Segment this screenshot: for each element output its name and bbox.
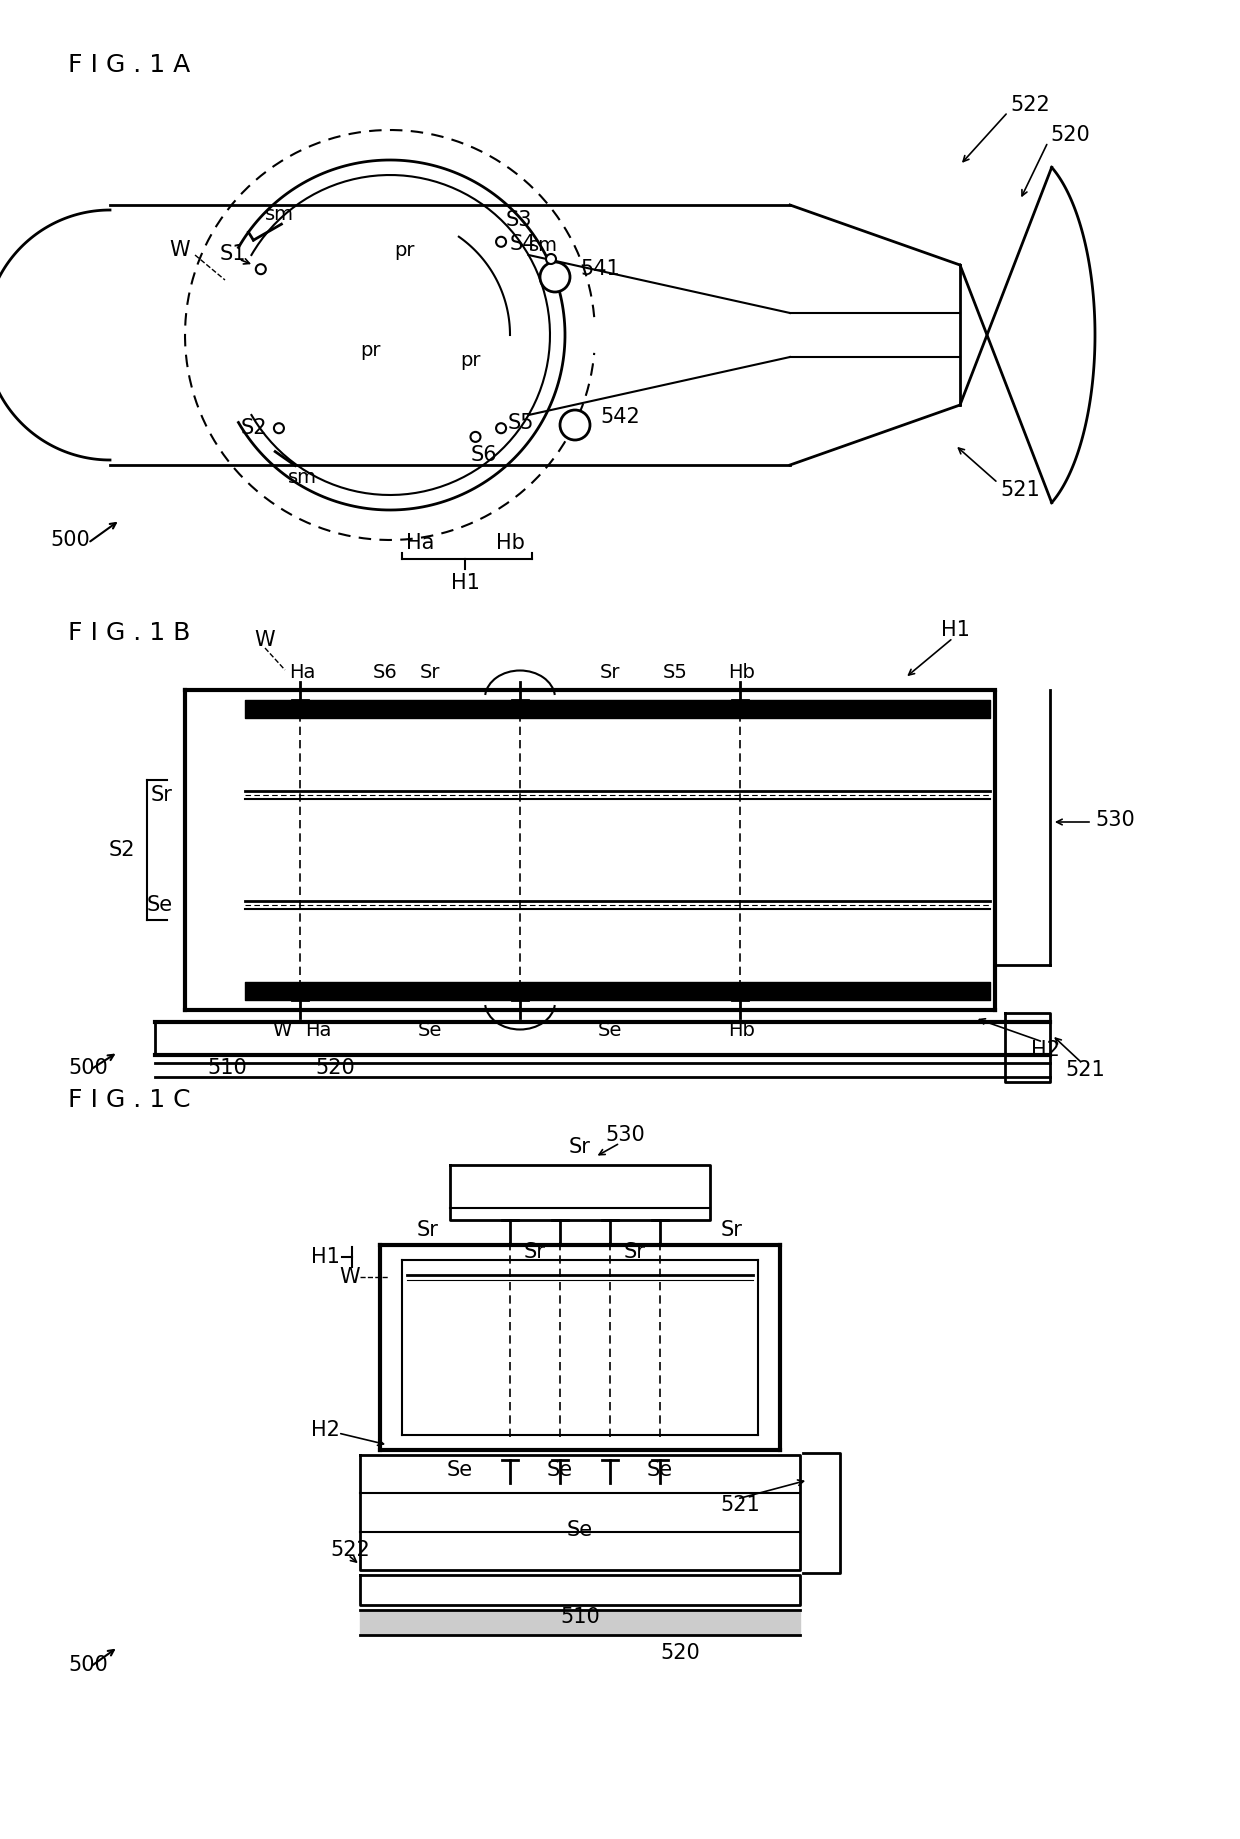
- Text: Sr: Sr: [600, 662, 620, 682]
- Circle shape: [470, 432, 480, 441]
- Circle shape: [255, 265, 265, 274]
- Text: Se: Se: [547, 1460, 573, 1480]
- Text: S2: S2: [109, 840, 135, 861]
- Circle shape: [496, 237, 506, 246]
- Text: F I G . 1 C: F I G . 1 C: [68, 1089, 191, 1113]
- Text: H1: H1: [450, 574, 480, 592]
- Text: 500: 500: [68, 1057, 108, 1078]
- Text: 530: 530: [605, 1125, 645, 1146]
- Text: 541: 541: [580, 259, 620, 280]
- Text: Sr: Sr: [420, 662, 440, 682]
- Text: 530: 530: [1095, 809, 1135, 829]
- Text: sm: sm: [288, 469, 316, 487]
- Text: Ha: Ha: [405, 533, 434, 554]
- Text: Hb: Hb: [496, 533, 525, 554]
- Circle shape: [560, 410, 590, 440]
- Text: Sr: Sr: [417, 1219, 439, 1239]
- Circle shape: [274, 423, 284, 434]
- Text: S1: S1: [219, 245, 246, 265]
- Text: S5: S5: [662, 662, 687, 682]
- Text: F I G . 1 B: F I G . 1 B: [68, 622, 191, 645]
- Text: W: W: [254, 631, 275, 649]
- Text: Se: Se: [146, 896, 174, 916]
- Text: S6: S6: [470, 445, 497, 465]
- Text: W: W: [170, 241, 190, 259]
- Text: Ha: Ha: [289, 662, 315, 682]
- Text: Hb: Hb: [729, 1021, 755, 1039]
- Text: 542: 542: [600, 406, 640, 427]
- Text: 520: 520: [1050, 125, 1090, 145]
- Text: 500: 500: [68, 1655, 108, 1675]
- Text: 521: 521: [1065, 1059, 1105, 1079]
- Text: 520: 520: [315, 1057, 355, 1078]
- Text: 522: 522: [330, 1539, 370, 1559]
- Text: S5: S5: [508, 414, 534, 434]
- Text: 510: 510: [560, 1607, 600, 1628]
- Text: Se: Se: [647, 1460, 673, 1480]
- Text: pr: pr: [394, 241, 415, 259]
- Text: Se: Se: [418, 1021, 443, 1039]
- Text: pr: pr: [460, 351, 480, 370]
- Text: Se: Se: [446, 1460, 474, 1480]
- Text: 500: 500: [50, 530, 89, 550]
- Text: W: W: [273, 1021, 291, 1039]
- Text: Hb: Hb: [729, 662, 755, 682]
- Text: Se: Se: [598, 1021, 622, 1039]
- Text: Se: Se: [567, 1521, 593, 1539]
- Text: S4: S4: [510, 234, 537, 254]
- Circle shape: [496, 423, 506, 434]
- Text: Ha: Ha: [305, 1021, 331, 1039]
- Text: pr: pr: [360, 340, 381, 359]
- Text: H1: H1: [941, 620, 970, 640]
- Circle shape: [546, 254, 556, 265]
- Text: Sr: Sr: [151, 785, 174, 805]
- Text: 521: 521: [720, 1495, 760, 1515]
- Text: 520: 520: [660, 1642, 699, 1662]
- Text: Sr: Sr: [624, 1241, 646, 1262]
- Text: Sr: Sr: [722, 1219, 743, 1239]
- Text: H1: H1: [311, 1247, 340, 1267]
- Text: 522: 522: [1011, 96, 1050, 116]
- Text: H2: H2: [311, 1420, 340, 1440]
- Circle shape: [539, 261, 570, 292]
- Text: S6: S6: [373, 662, 397, 682]
- Text: 510: 510: [207, 1057, 247, 1078]
- Text: sm: sm: [528, 235, 558, 254]
- Text: S2: S2: [241, 417, 267, 438]
- Text: W: W: [340, 1267, 361, 1287]
- Text: 521: 521: [999, 480, 1040, 500]
- Text: Sr: Sr: [569, 1137, 591, 1157]
- Text: H2: H2: [1030, 1041, 1059, 1059]
- Text: Sr: Sr: [525, 1241, 546, 1262]
- Text: sm: sm: [265, 204, 294, 224]
- Text: S3: S3: [506, 210, 532, 230]
- Text: F I G . 1 A: F I G . 1 A: [68, 53, 190, 77]
